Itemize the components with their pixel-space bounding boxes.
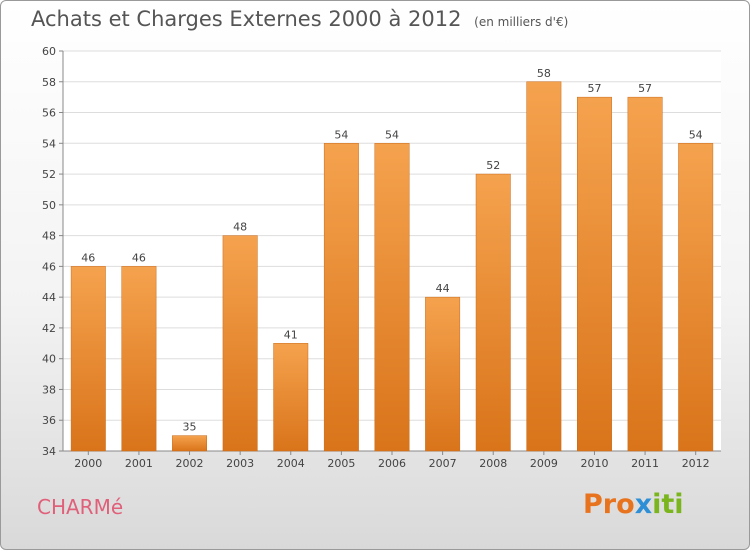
bar-value-label: 54 [334,128,348,141]
chart-title-block: Achats et Charges Externes 2000 à 2012 (… [31,7,568,31]
bar [678,143,714,452]
bar [323,143,359,452]
bar-value-label: 48 [233,221,247,234]
bar [222,235,258,452]
x-tick-label: 2000 [74,457,102,470]
y-tick-label: 46 [42,260,56,273]
commune-name: CHARMé [37,495,124,519]
logo-letter: P [583,489,603,520]
bar [526,81,562,452]
x-tick-label: 2012 [682,457,710,470]
y-tick-label: 38 [42,383,56,396]
y-tick-label: 60 [42,45,56,58]
bar-value-label: 46 [81,251,95,264]
logo-letter: i [652,489,662,520]
x-tick-label: 2009 [530,457,558,470]
logo-letter: r [602,489,617,520]
bar [374,143,410,452]
bar-value-label: 54 [689,128,703,141]
bar [121,266,157,452]
y-tick-label: 52 [42,168,56,181]
bar-value-label: 46 [132,251,146,264]
bar-value-label: 54 [385,128,399,141]
x-tick-label: 2006 [378,457,406,470]
logo-letter: x [634,489,653,520]
bar [577,96,612,452]
logo-letter: t [661,489,675,520]
bar-value-label: 57 [587,82,601,95]
x-tick-label: 2004 [277,457,305,470]
x-tick-label: 2002 [176,457,204,470]
bar [475,173,511,452]
bar-value-label: 58 [537,67,551,80]
bar [273,343,309,452]
y-tick-label: 34 [42,445,56,458]
y-tick-label: 44 [42,291,56,304]
bar-value-label: 35 [183,421,197,434]
x-tick-label: 2008 [479,457,507,470]
bar [425,296,461,452]
y-tick-label: 56 [42,107,56,120]
bar-value-label: 44 [436,282,450,295]
x-tick-label: 2010 [580,457,608,470]
chart-subtitle: (en milliers d'€) [474,15,569,29]
y-tick-label: 40 [42,353,56,366]
chart-title: Achats et Charges Externes 2000 à 2012 [31,7,462,31]
y-tick-label: 54 [42,137,56,150]
bar [627,96,663,452]
x-tick-label: 2011 [631,457,659,470]
bar-value-label: 57 [638,82,652,95]
y-tick-label: 42 [42,322,56,335]
x-tick-label: 2001 [125,457,153,470]
y-tick-label: 58 [42,76,56,89]
x-tick-label: 2003 [226,457,254,470]
bar-value-label: 41 [284,328,298,341]
y-tick-label: 50 [42,199,56,212]
y-tick-label: 36 [42,414,56,427]
proxiti-logo: Proxiti [583,489,684,520]
bar [172,435,207,452]
x-tick-label: 2007 [429,457,457,470]
y-tick-label: 48 [42,230,56,243]
bar [70,266,106,452]
logo-letter: o [616,489,635,520]
logo-letter: i [674,489,684,520]
x-tick-label: 2005 [327,457,355,470]
bar-value-label: 52 [486,159,500,172]
